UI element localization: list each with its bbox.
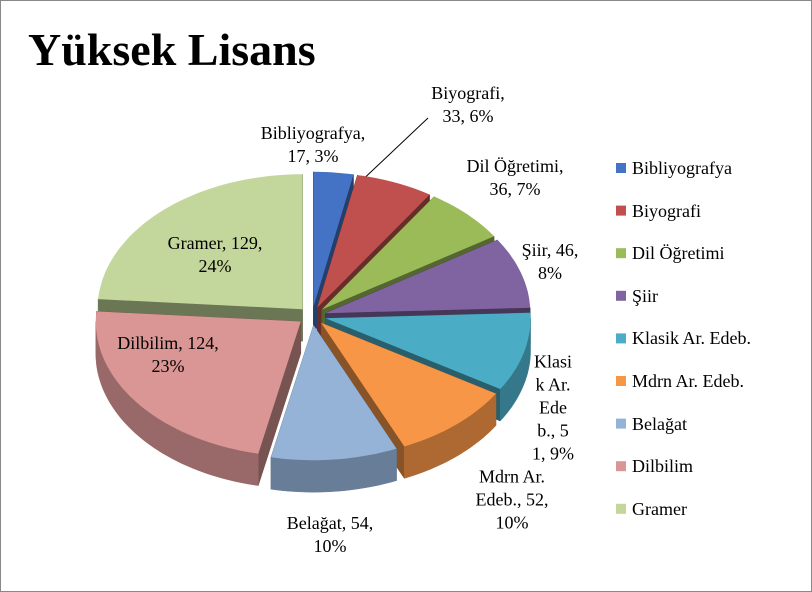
slice: [271, 325, 397, 461]
legend-label: Dil Öğretimi: [632, 243, 725, 264]
leader-line: [355, 117, 429, 187]
data-label: Şiir, 46, 8%: [521, 240, 579, 283]
chart-title: Yüksek Lisans: [28, 24, 316, 75]
legend-swatch: [616, 290, 626, 301]
legend-label: Mdrn Ar. Edeb.: [632, 371, 744, 391]
legend-label: Şiir: [632, 285, 659, 306]
slice: [98, 174, 303, 310]
slice: [325, 239, 531, 314]
legend-label: Bibliyografya: [632, 158, 732, 178]
legend-label: Gramer: [632, 498, 687, 519]
data-label: Biyografi, 33, 6%: [431, 83, 505, 126]
slice: [95, 311, 301, 454]
slice: [313, 171, 354, 307]
slice: [317, 175, 430, 308]
data-label: Belağat, 54, 10%: [286, 513, 374, 556]
legend-label: Dilbilim: [632, 456, 694, 477]
legend-swatch: [616, 205, 626, 216]
data-label: Bibliyografya, 17, 3%: [260, 123, 366, 166]
data-label: Gramer, 129, 24%: [167, 233, 263, 276]
legend-swatch: [616, 461, 626, 472]
legend-swatch: [616, 163, 626, 173]
legend-label: Belağat: [632, 413, 687, 434]
slice: [325, 312, 531, 389]
legend-swatch: [616, 503, 626, 514]
legend-label: Biyografi: [632, 200, 701, 221]
data-label: Mdrn Ar. Edeb., 52, 10%: [475, 466, 549, 533]
legend-swatch: [616, 333, 626, 344]
legend-swatch: [616, 376, 626, 386]
slice-wall: [95, 321, 259, 486]
legend-swatch: [616, 418, 626, 429]
legend-label: Klasik Ar. Edeb.: [632, 328, 751, 349]
data-label: Dil Öğretimi, 36, 7%: [466, 156, 564, 199]
data-label: Klasik Ar. Edeb., 51, 9%: [532, 351, 574, 464]
data-label: Dilbilim, 124, 23%: [117, 333, 219, 376]
legend-swatch: [616, 248, 626, 259]
slice: [321, 196, 495, 310]
slice: [321, 322, 496, 447]
